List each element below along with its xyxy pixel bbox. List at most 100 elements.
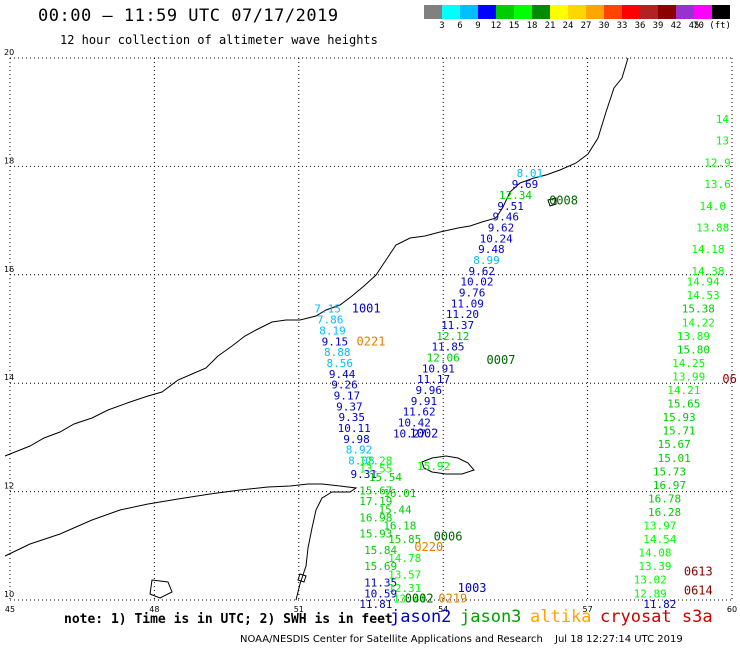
wave-height-label: 16.98 <box>359 511 392 524</box>
wave-height-label: 11.81 <box>359 598 392 611</box>
wave-height-label: 15.01 <box>658 452 691 465</box>
wave-height-label: 12.06 <box>427 352 460 365</box>
wave-height-label: 14.38 <box>691 265 724 278</box>
wave-height-label: 8.19 <box>319 324 346 337</box>
legend-tick-label: 70 (ft) <box>693 21 731 31</box>
coastline <box>4 57 629 601</box>
wave-height-label: 11.62 <box>403 406 436 419</box>
wave-height-label: 13.88 <box>696 221 729 234</box>
wave-height-label: 14.94 <box>687 276 720 289</box>
wave-height-label: 16.28 <box>648 506 681 519</box>
wave-height-label: 9.44 <box>329 368 356 381</box>
pass-time-label: 1002 <box>410 426 439 440</box>
wave-height-label: 8.92 <box>346 444 373 457</box>
chart-subtitle: 12 hour collection of altimeter wave hei… <box>60 33 378 47</box>
wave-height-label: 17.19 <box>359 495 392 508</box>
wave-height-label: 16.78 <box>648 492 681 505</box>
wave-height-label: 15.44 <box>379 503 412 516</box>
legend-tick-label: 12 <box>490 21 502 31</box>
wave-height-label: 16.97 <box>653 479 686 492</box>
legend-swatch <box>658 5 676 19</box>
y-tick-label: 16 <box>4 265 14 274</box>
wave-height-label: 14.08 <box>638 547 671 560</box>
legend-tick-label: 9 <box>475 21 481 31</box>
wave-height-label: 13.89 <box>677 330 710 343</box>
y-tick-label: 10 <box>4 590 14 599</box>
pass-time-label: 0008 <box>549 193 578 207</box>
wave-height-label: 10.59 <box>364 587 397 600</box>
wave-height-label: 8.08 <box>348 455 375 468</box>
legend-swatch <box>640 5 658 19</box>
wave-height-label: 12.34 <box>499 189 532 202</box>
legend-swatch <box>424 5 442 19</box>
x-tick-label: 51 <box>294 605 304 614</box>
x-tick-label: 45 <box>5 605 15 614</box>
wave-height-label: 14.18 <box>691 243 724 256</box>
pass-time-label: 0002 <box>405 592 434 606</box>
legend-swatch <box>694 5 712 19</box>
wave-height-label: 15.65 <box>667 398 700 411</box>
legend-swatch <box>478 5 496 19</box>
socotra-island <box>421 455 475 475</box>
legend-tick-label: 18 <box>526 21 538 31</box>
legend-swatch <box>460 5 478 19</box>
legend-swatch <box>496 5 514 19</box>
wave-height-label: 13.6 <box>704 178 731 191</box>
wave-height-label: 11.17 <box>417 373 450 386</box>
wave-height-label: 9.15 <box>322 335 349 348</box>
generated-timestamp: Jul 18 12:27:14 UTC 2019 <box>555 634 683 645</box>
wave-height-label: 15.67 <box>658 438 691 451</box>
legend-tick-label: 15 <box>508 21 520 31</box>
y-tick-label: 20 <box>4 48 14 57</box>
pass-time-label: 0613 <box>684 565 713 579</box>
pass-time-label: 0221 <box>357 334 386 348</box>
wave-height-label: 9.35 <box>338 411 365 424</box>
wave-height-label: 12.12 <box>436 330 469 343</box>
wave-height-label: 10.91 <box>422 362 455 375</box>
wave-height-label: 10.11 <box>338 422 371 435</box>
wave-height-label: 12.9 <box>704 156 731 169</box>
wave-height-label: 15.80 <box>677 343 710 356</box>
wave-height-label: 11.85 <box>431 341 464 354</box>
legend-swatch <box>712 5 730 19</box>
pass-time-label: 0006 <box>434 529 463 543</box>
wave-height-label: 9.26 <box>331 379 358 392</box>
wave-height-label: 11.20 <box>446 308 479 321</box>
wave-height-label: 13.99 <box>672 370 705 383</box>
legend-tick-label: 6 <box>457 21 463 31</box>
legend-tick-label: 33 <box>616 21 628 31</box>
wave-height-label: 10.24 <box>480 232 513 245</box>
legend-tick-label: 39 <box>652 21 664 31</box>
legend-swatch <box>676 5 694 19</box>
wave-height-label: 16.01 <box>383 487 416 500</box>
legend-tick-label: 36 <box>634 21 646 31</box>
legend-swatch <box>532 5 550 19</box>
legend-tick-label: 21 <box>544 21 556 31</box>
legend-swatch <box>550 5 568 19</box>
satellite-cryosat-s3a: cryosat s3a <box>600 607 713 627</box>
wave-height-label: 11.82 <box>643 598 676 611</box>
wave-height-label: 13.39 <box>638 560 671 573</box>
pass-time-label: 0614 <box>684 584 713 598</box>
axis-labels: 45 48 51 54 57 60 10 12 14 16 18 20 <box>4 48 737 614</box>
wave-height-label: 12.28 <box>359 455 392 468</box>
wave-height-label: 16.18 <box>383 520 416 533</box>
y-tick-label: 14 <box>4 373 14 382</box>
wave-height-label: 8.01 <box>517 167 544 180</box>
legend-tick-label: 30 <box>598 21 610 31</box>
wave-height-label: 9.51 <box>497 200 524 213</box>
legend-swatch <box>514 5 532 19</box>
wave-height-label: 15.69 <box>364 560 397 573</box>
satellite-altika: altika <box>530 607 592 627</box>
wave-height-label: 15.93 <box>662 411 695 424</box>
pass-time-label: 06 <box>722 372 736 386</box>
wave-height-label: 14.54 <box>643 533 676 546</box>
african-coastline <box>4 483 358 601</box>
wave-height-label: 15.93 <box>359 528 392 541</box>
arabian-coastline <box>4 57 629 457</box>
wave-height-label: 15.73 <box>653 465 686 478</box>
wave-height-label: 15.84 <box>364 544 397 557</box>
wave-height-label: 15.54 <box>369 471 402 484</box>
